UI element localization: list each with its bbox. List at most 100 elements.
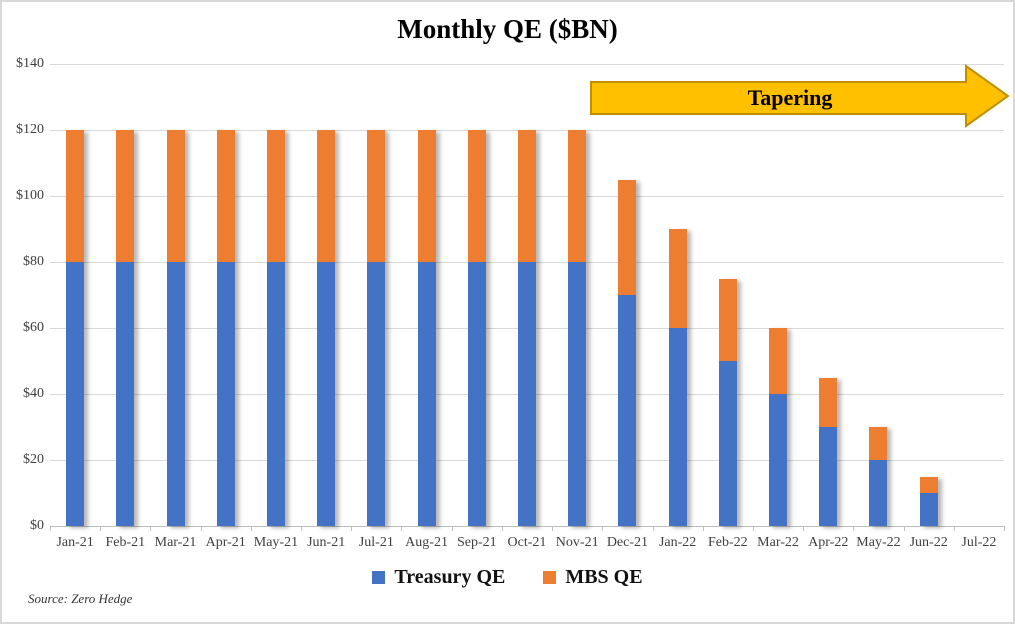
bar-jun-22 — [919, 476, 938, 526]
x-axis-tick-label: Feb-22 — [708, 535, 748, 550]
x-axis-tick — [803, 526, 805, 531]
x-axis-tick-label: Apr-21 — [205, 535, 246, 550]
legend-label-mbs: MBS QE — [565, 566, 643, 588]
bar-segment-treasury-qe — [166, 262, 185, 526]
bar-oct-21 — [518, 130, 536, 526]
bar-segment-treasury-qe — [417, 262, 436, 526]
x-axis-tick — [401, 526, 403, 531]
bar-jul-21 — [367, 130, 386, 526]
bar-segment-treasury-qe — [618, 295, 637, 526]
y-axis-tick-label: $60 — [23, 320, 44, 335]
bar-nov-21 — [568, 130, 587, 526]
x-axis-tick — [752, 526, 754, 531]
bar-segment-mbs-qe — [769, 328, 788, 394]
y-axis-tick-label: $100 — [16, 188, 44, 203]
bar-segment-mbs-qe — [116, 130, 135, 262]
x-axis-tick — [552, 526, 554, 531]
x-axis-tick — [652, 526, 654, 531]
x-axis-tick-label: Mar-21 — [154, 535, 197, 550]
legend-swatch-treasury-icon — [372, 571, 386, 584]
x-axis-tick-label: Jun-22 — [909, 535, 948, 550]
x-axis-tick — [351, 526, 353, 531]
x-axis-tick — [953, 526, 955, 531]
bar-apr-22 — [819, 377, 838, 526]
x-axis-tick — [50, 526, 51, 531]
bar-segment-treasury-qe — [919, 493, 938, 526]
chart-legend: Treasury QE MBS QE — [2, 566, 1013, 589]
bar-segment-mbs-qe — [467, 130, 486, 262]
bar-segment-treasury-qe — [518, 262, 536, 526]
x-axis-tick-label: Aug-21 — [405, 535, 448, 550]
x-axis-tick-label: Jul-22 — [961, 535, 997, 550]
bar-feb-22 — [718, 278, 737, 526]
y-axis-tick-label: $20 — [23, 452, 44, 467]
x-axis-tick-label: May-22 — [856, 535, 901, 550]
bar-may-21 — [266, 130, 285, 526]
bar-segment-mbs-qe — [919, 476, 938, 493]
x-axis-tick — [702, 526, 704, 531]
bar-segment-treasury-qe — [869, 460, 888, 526]
bar-jun-21 — [317, 130, 336, 526]
bar-feb-21 — [116, 130, 135, 526]
bar-aug-21 — [417, 130, 436, 526]
bar-segment-treasury-qe — [819, 427, 838, 526]
y-axis-tick-label: $120 — [16, 122, 44, 137]
legend-item-treasury-qe: Treasury QE — [372, 566, 505, 589]
bar-segment-treasury-qe — [116, 262, 135, 526]
bar-jan-22 — [668, 229, 687, 526]
x-axis-tick-label: Mar-22 — [757, 535, 799, 550]
x-axis-tick — [100, 526, 102, 531]
bar-segment-treasury-qe — [367, 262, 386, 526]
source-note: Source: Zero Hedge — [28, 591, 133, 606]
bar-apr-21 — [216, 130, 235, 526]
legend-item-mbs-qe: MBS QE — [543, 566, 643, 589]
bar-segment-mbs-qe — [518, 130, 536, 262]
bar-segment-treasury-qe — [718, 361, 737, 526]
bar-segment-treasury-qe — [769, 394, 788, 526]
bar-mar-22 — [769, 328, 788, 526]
legend-label-treasury: Treasury QE — [394, 566, 506, 588]
tapering-annotation-label: Tapering — [747, 85, 833, 110]
x-axis-tick — [301, 526, 303, 531]
x-axis-tick — [501, 526, 503, 531]
bar-segment-mbs-qe — [216, 130, 235, 262]
x-axis-tick-label: May-21 — [253, 535, 299, 550]
x-axis-tick-label: Jan-22 — [658, 535, 697, 550]
bar-segment-treasury-qe — [668, 328, 687, 526]
bar-segment-mbs-qe — [869, 427, 888, 460]
x-axis-tick — [150, 526, 152, 531]
bar-segment-treasury-qe — [467, 262, 486, 526]
x-axis-tick-label: Jun-21 — [307, 535, 346, 550]
x-axis-tick — [903, 526, 905, 531]
x-axis-tick — [451, 526, 453, 531]
x-axis-tick — [853, 526, 855, 531]
bar-segment-treasury-qe — [317, 262, 336, 526]
x-axis-tick-label: Jul-21 — [358, 535, 394, 550]
bar-segment-mbs-qe — [417, 130, 436, 262]
x-axis-tick — [602, 526, 604, 531]
bar-segment-mbs-qe — [618, 179, 637, 295]
x-axis-tick-label: Nov-21 — [555, 535, 599, 550]
bar-segment-mbs-qe — [166, 130, 185, 262]
bar-segment-mbs-qe — [66, 130, 85, 262]
x-axis-tick-label: Jan-21 — [56, 535, 94, 550]
x-axis-tick-label: Apr-22 — [808, 535, 849, 550]
x-axis-tick-label: Oct-21 — [507, 535, 547, 550]
bar-segment-mbs-qe — [317, 130, 336, 262]
x-axis-tick-label: Feb-21 — [105, 535, 146, 550]
bar-mar-21 — [166, 130, 185, 526]
x-axis-tick-label: Sep-21 — [456, 535, 497, 550]
legend-swatch-mbs-icon — [543, 571, 557, 584]
bar-segment-mbs-qe — [568, 130, 587, 262]
y-axis-tick-label: $80 — [23, 254, 44, 269]
tapering-arrow — [590, 64, 1010, 128]
x-axis-tick-label: Dec-21 — [606, 535, 649, 550]
bar-segment-treasury-qe — [216, 262, 235, 526]
x-axis-line — [50, 526, 1004, 527]
y-axis-tick-label: $0 — [30, 518, 44, 533]
bar-segment-treasury-qe — [568, 262, 587, 526]
bar-jan-21 — [66, 130, 85, 526]
